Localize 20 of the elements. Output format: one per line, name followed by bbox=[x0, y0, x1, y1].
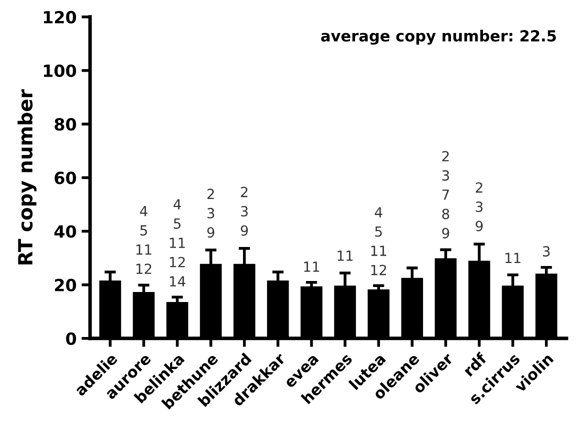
y-tick-label: 40 bbox=[54, 225, 76, 238]
annotation: 2 3 7 8 9 bbox=[442, 150, 450, 238]
y-tick-label: 0 bbox=[66, 332, 76, 345]
y-tick-label: 100 bbox=[44, 64, 76, 78]
annotation: average copy number: 22.5 bbox=[321, 30, 556, 45]
annotation: 11 bbox=[505, 252, 520, 264]
annotation: 11 bbox=[304, 262, 320, 272]
y-tick-label: 20 bbox=[54, 278, 76, 292]
y-tick-label: 60 bbox=[54, 172, 76, 184]
y-tick-label: 120 bbox=[44, 10, 76, 24]
y-tick-label: 80 bbox=[54, 118, 76, 131]
annotation: 4 5 11 12 bbox=[371, 207, 386, 276]
annotation: 4 5 11 12 bbox=[136, 206, 152, 274]
annotation: 3 bbox=[542, 246, 550, 257]
annotation: 4 5 11 12 14 bbox=[170, 199, 186, 286]
annotation: 2 3 9 bbox=[240, 186, 248, 236]
annotation: 2 3 9 bbox=[207, 188, 214, 238]
y-axis-title: RT copy number bbox=[18, 89, 37, 264]
annotation: 11 bbox=[338, 250, 353, 261]
annotation: 2 3 9 bbox=[476, 182, 483, 232]
